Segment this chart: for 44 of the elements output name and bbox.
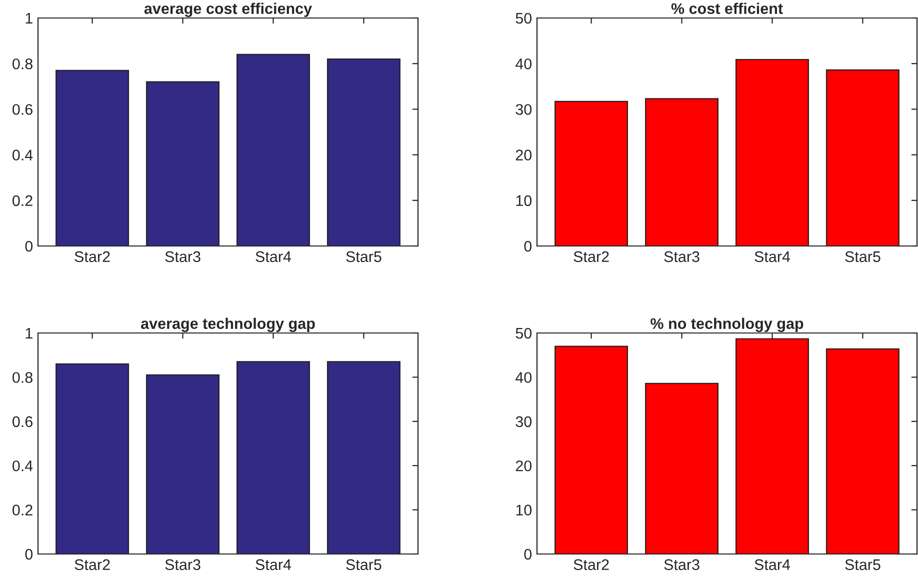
y-tick-label: 0 (25, 240, 33, 252)
y-tick-label: 20 (516, 150, 532, 160)
y-tick-label: 40 (516, 372, 532, 383)
y-tick-label: 0.2 (12, 195, 32, 206)
x-tick-label: Star3 (165, 251, 200, 262)
chart-title: % no technology gap (650, 318, 804, 332)
x-tick-label: Star2 (574, 251, 609, 262)
y-tick-label: 10 (516, 195, 532, 206)
y-tick-label: 50 (516, 328, 532, 339)
y-tick-label: 50 (516, 12, 532, 24)
x-tick-label: Star2 (74, 559, 110, 570)
y-tick-label: 0.2 (12, 504, 32, 516)
x-tick-label: Star5 (845, 251, 880, 262)
x-tick-label: Star5 (346, 251, 382, 262)
y-tick-label: 0 (524, 240, 532, 252)
x-tick-label: Star5 (845, 559, 880, 570)
y-tick-label: 0.4 (12, 460, 33, 472)
x-tick-label: Star3 (664, 251, 700, 262)
chart-title: % cost efficient (671, 2, 783, 14)
y-tick-label: 0.8 (12, 372, 32, 383)
chart-title: average cost efficiency (144, 2, 312, 18)
y-tick-label: 1 (26, 13, 32, 24)
x-tick-label: Star5 (346, 559, 382, 570)
y-tick-label: 1 (26, 328, 32, 339)
x-tick-label: Star4 (754, 251, 790, 262)
x-tick-label: Star3 (664, 559, 700, 570)
y-tick-label: 30 (516, 104, 532, 115)
y-tick-label: 0 (25, 548, 33, 560)
y-tick-label: 0 (524, 548, 532, 560)
chart-title: average technology gap (141, 318, 315, 332)
x-tick-label: Star2 (74, 251, 110, 262)
x-tick-label: Star4 (256, 559, 292, 570)
y-tick-label: 20 (516, 460, 532, 472)
x-tick-label: Star3 (165, 559, 200, 570)
x-tick-label: Star4 (754, 559, 790, 570)
y-tick-label: 40 (516, 58, 532, 70)
y-tick-label: 0.6 (12, 104, 32, 115)
x-tick-label: Star2 (574, 559, 609, 570)
y-tick-label: 0.6 (12, 416, 32, 428)
y-tick-label: 0.8 (12, 58, 32, 70)
x-tick-label: Star4 (256, 251, 292, 262)
y-tick-label: 30 (516, 416, 532, 428)
y-tick-label: 10 (516, 504, 532, 516)
y-tick-label: 0.4 (12, 150, 33, 160)
